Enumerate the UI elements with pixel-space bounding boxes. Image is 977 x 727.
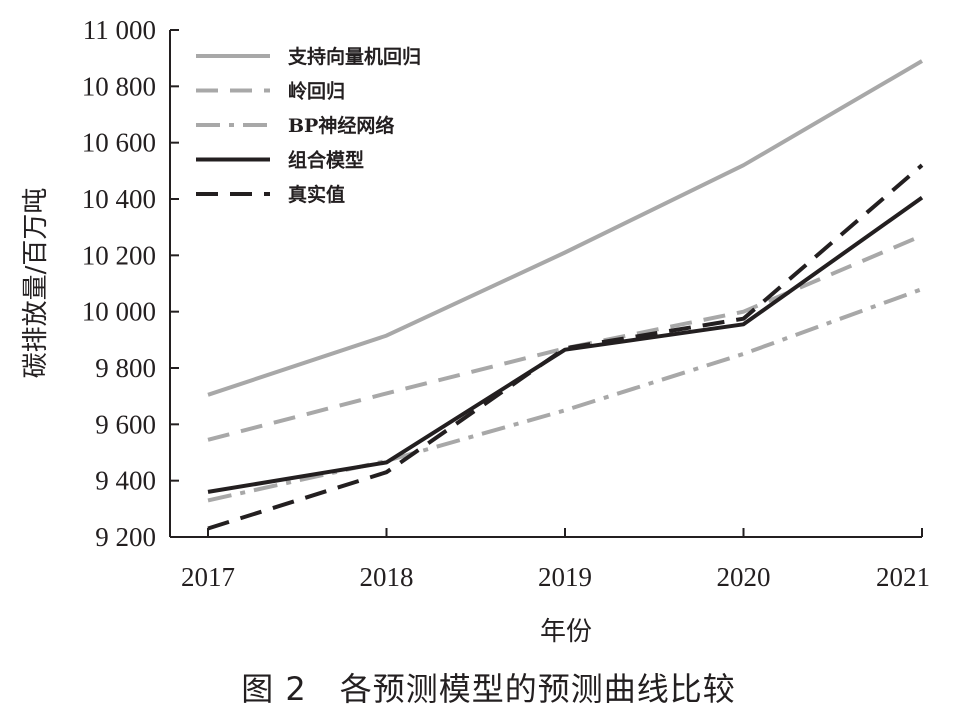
- y-tick-label: 9 400: [95, 466, 156, 496]
- x-tick-label: 2017: [181, 562, 235, 592]
- series-line: [207, 233, 923, 442]
- legend-label: BP神经网络: [288, 114, 394, 137]
- axes: 9 200 9 400 9 600 9 800 10 000 10 200 10 400 10…: [82, 15, 930, 592]
- y-tick-label: 9 800: [95, 353, 156, 383]
- x-tick-label: 2019: [538, 562, 592, 592]
- y-tick-label: 10 000: [82, 297, 156, 327]
- x-axis-title: 年份: [540, 617, 592, 647]
- y-tick-label: 11 000: [83, 15, 156, 45]
- series-line: [207, 163, 924, 531]
- legend-label: 岭回归: [288, 80, 345, 103]
- y-tick-label: 10 200: [82, 240, 156, 270]
- series-layer: [207, 59, 924, 531]
- y-tick-label: 9 200: [95, 522, 156, 552]
- y-tick-label: 10 800: [82, 71, 156, 101]
- x-tick-label: 2020: [717, 562, 771, 592]
- legend-label: 支持向量机回归: [287, 45, 421, 68]
- x-tick-label: 2021: [876, 562, 930, 592]
- series-line: [207, 195, 924, 494]
- y-tick-label: 10 400: [82, 184, 156, 214]
- x-tick-label: 2018: [360, 562, 414, 592]
- y-tick-label: 9 600: [95, 409, 156, 439]
- series-line: [207, 287, 923, 503]
- figure-caption: 图 2 各预测模型的预测曲线比较: [241, 670, 736, 708]
- y-axis-title: 碳排放量/百万吨: [21, 188, 51, 379]
- series-line: [207, 59, 924, 397]
- legend-label: 真实值: [288, 183, 345, 206]
- line-chart: 9 200 9 400 9 600 9 800 10 000 10 200 10 400 10…: [21, 15, 930, 647]
- legend-label: 组合模型: [288, 149, 364, 172]
- y-tick-label: 10 600: [82, 128, 156, 158]
